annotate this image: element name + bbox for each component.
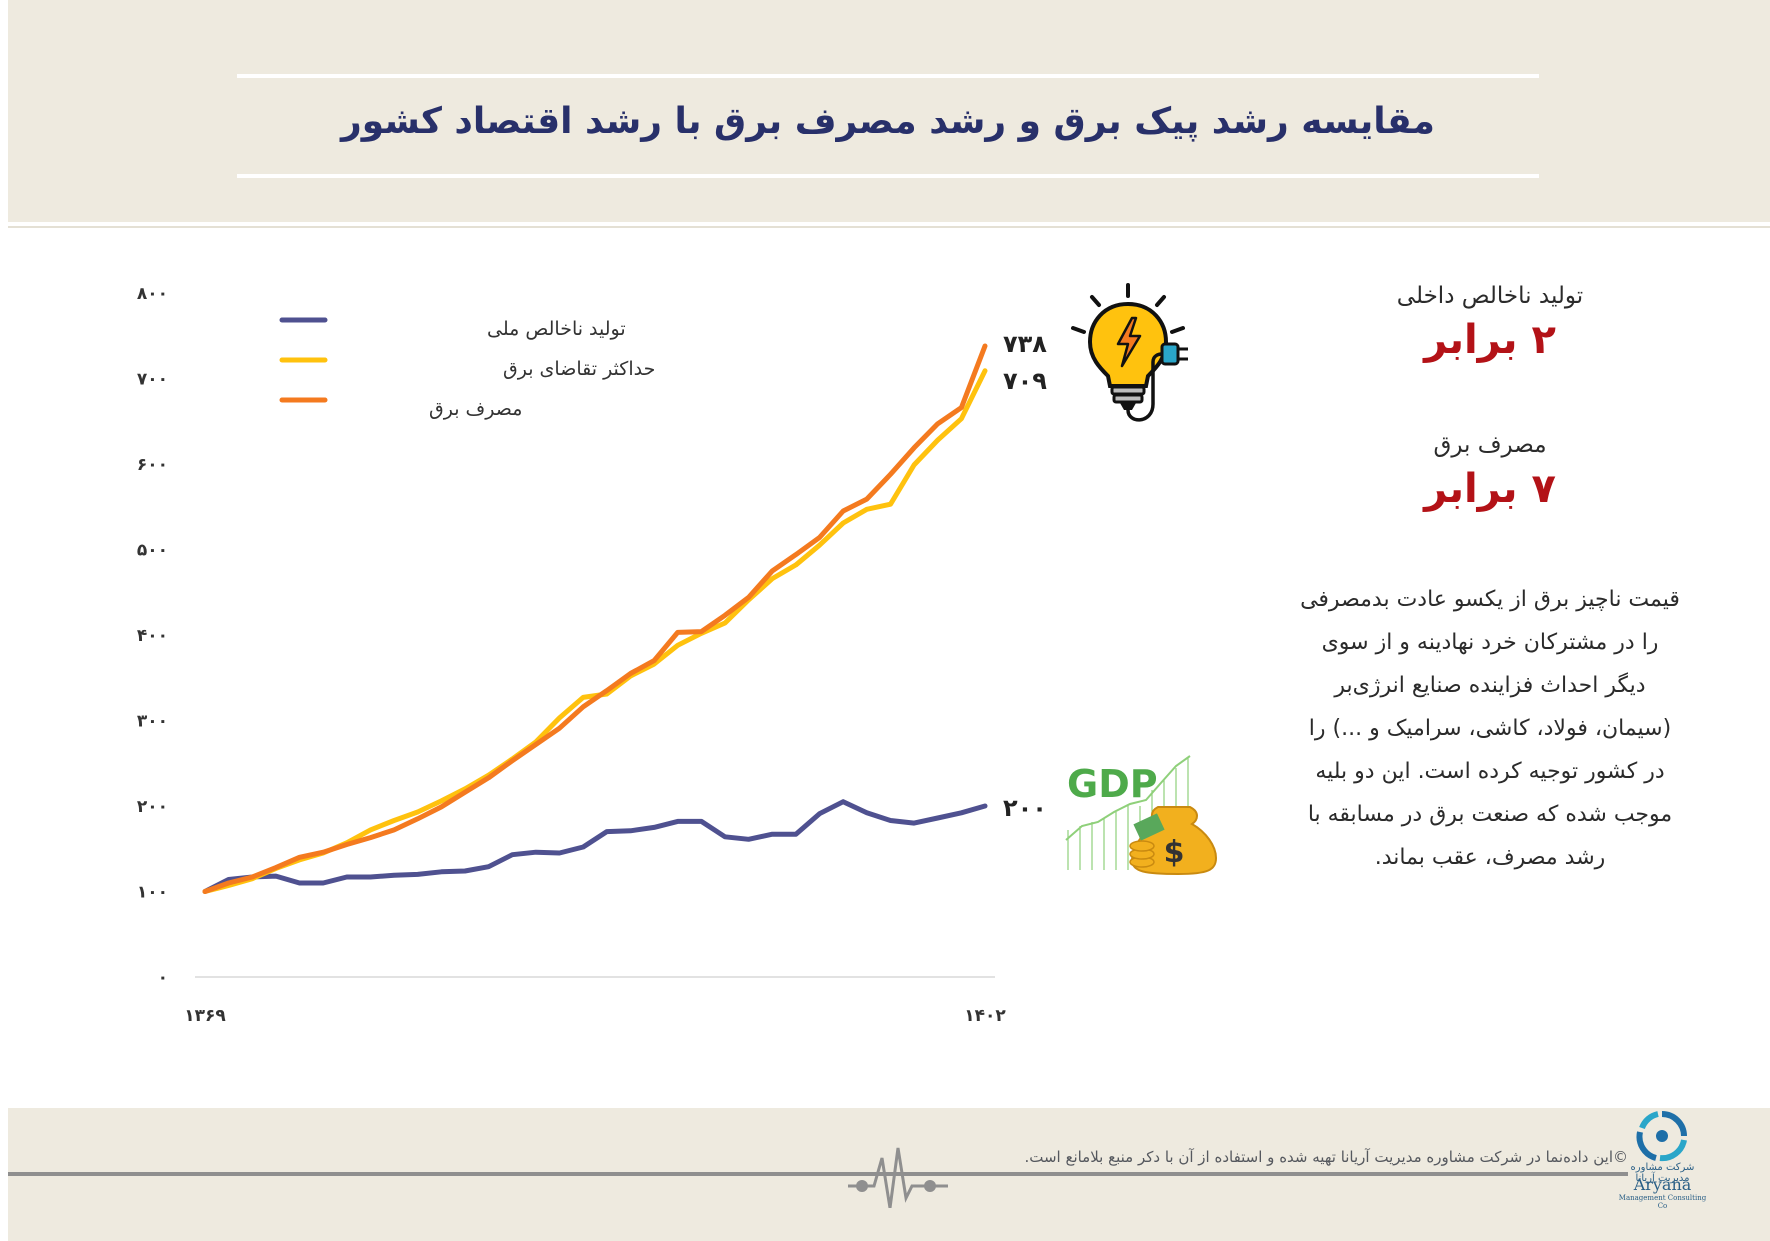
header-top-rule bbox=[237, 74, 1539, 78]
page-title: مقایسه رشد پیک برق و رشد مصرف برق با رشد… bbox=[341, 101, 1435, 142]
y-tick-label: ۶۰۰ bbox=[137, 455, 168, 475]
y-tick-label: ۳۰۰ bbox=[137, 712, 168, 732]
y-tick-label: ۵۰۰ bbox=[137, 541, 168, 561]
description-text: قیمت ناچیز برق از یکسو عادت بدمصرفی را د… bbox=[1300, 587, 1680, 870]
series-line-gdp bbox=[202, 799, 988, 894]
stat-consumption-label: مصرف برق bbox=[1433, 432, 1547, 458]
y-tick-label: ۱۰۰ bbox=[137, 883, 168, 903]
legend-label-gdp: تولید ناخالص ملی bbox=[487, 318, 626, 340]
y-tick-label: ۴۰۰ bbox=[137, 626, 168, 646]
y-axis: ۰ ۱۰۰ ۲۰۰ ۳۰۰ ۴۰۰ ۵۰۰ ۶۰۰ ۷۰۰ ۸۰۰ bbox=[137, 284, 168, 988]
logo-persian-name: شرکت مشاوره مدیریت آریانا bbox=[1630, 1162, 1695, 1184]
stat-gdp: تولید ناخالص داخلی ۲ برابر bbox=[1300, 283, 1680, 363]
series-lines bbox=[202, 343, 988, 894]
header-divider bbox=[8, 226, 1770, 228]
aryana-logo-icon bbox=[1636, 1111, 1687, 1162]
end-labels: ۲۰۰ ۷۰۹ ۷۳۸ bbox=[1003, 330, 1047, 822]
end-label-peak-demand: ۷۰۹ bbox=[1003, 367, 1047, 395]
x-tick-label-end: ۱۴۰۲ bbox=[964, 1006, 1006, 1026]
end-label-consumption: ۷۳۸ bbox=[1003, 330, 1047, 358]
header-bottom-rule bbox=[237, 174, 1539, 178]
stat-gdp-value: ۲ برابر bbox=[1424, 317, 1556, 363]
header-band bbox=[8, 0, 1770, 222]
logo-english-name: Aryana bbox=[1633, 1175, 1692, 1194]
y-tick-label: ۲۰۰ bbox=[137, 797, 168, 817]
pulse-icon bbox=[848, 1147, 948, 1208]
x-tick-label-start: ۱۳۶۹ bbox=[184, 1006, 226, 1026]
lightbulb-plug-icon bbox=[1071, 283, 1188, 422]
y-tick-label: ۰ bbox=[158, 968, 168, 988]
footer-band: ©این داده‌نما در شرکت مشاوره مدیریت آریا… bbox=[8, 1108, 1770, 1241]
legend-label-consumption: مصرف برق bbox=[429, 398, 522, 420]
y-tick-label: ۸۰۰ bbox=[137, 284, 168, 304]
stat-consumption-value: ۷ برابر bbox=[1424, 466, 1556, 512]
gdp-text: GDP bbox=[1067, 762, 1158, 806]
stat-gdp-label: تولید ناخالص داخلی bbox=[1396, 283, 1584, 309]
stat-consumption: مصرف برق ۷ برابر bbox=[1300, 432, 1680, 512]
copyright-text: ©این داده‌نما در شرکت مشاوره مدیریت آریا… bbox=[1024, 1148, 1628, 1166]
gdp-money-bag-icon: GDP $ bbox=[1065, 755, 1218, 876]
svg-text:$: $ bbox=[1164, 835, 1185, 870]
logo-english-sub: Management Consulting Co bbox=[1618, 1194, 1707, 1210]
y-tick-label: ۷۰۰ bbox=[137, 370, 168, 390]
legend: تولید ناخالص ملی حداکثر تقاضای برق مصرف … bbox=[279, 317, 655, 420]
footer-rule bbox=[8, 1172, 1628, 1176]
series-line-consumption bbox=[202, 343, 988, 894]
legend-label-peak: حداکثر تقاضای برق bbox=[503, 358, 655, 380]
end-label-gdp: ۲۰۰ bbox=[1003, 794, 1047, 822]
